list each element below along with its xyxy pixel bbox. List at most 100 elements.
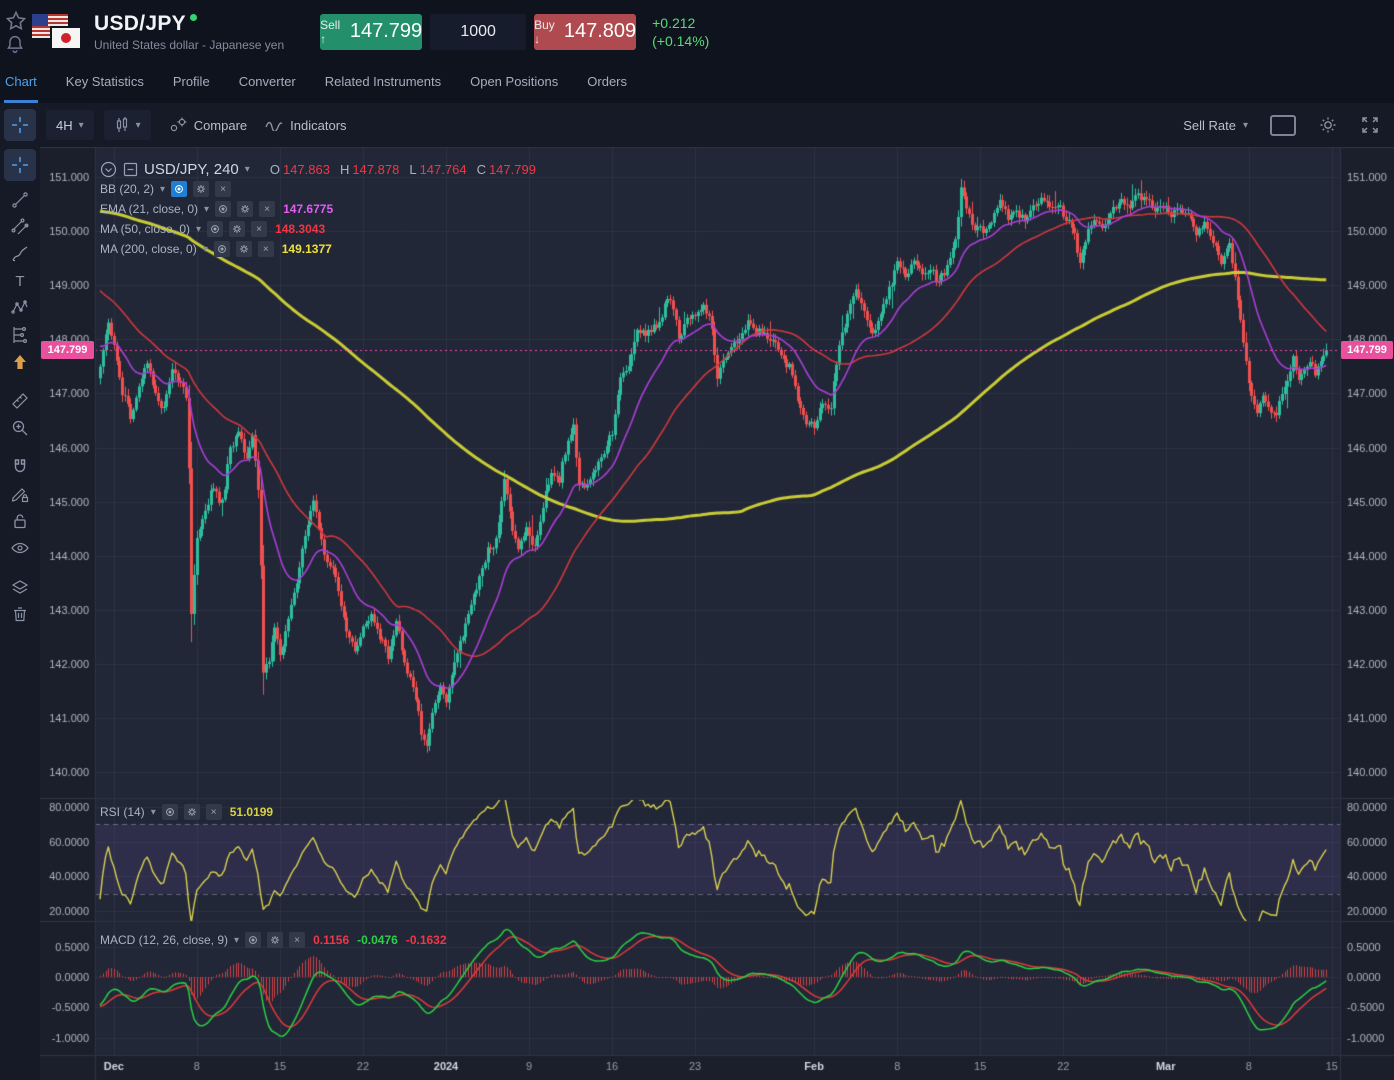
macd-hist-value: 0.1156 <box>313 933 350 947</box>
visibility-eye-icon[interactable] <box>171 181 188 197</box>
visibility-eye-icon[interactable] <box>215 201 232 217</box>
indicator-row-ma200: MA (200, close, 0) ▾ × 149.1377 <box>100 241 332 257</box>
indicator-settings-gear-icon[interactable] <box>183 804 200 820</box>
lock-icon[interactable] <box>7 508 33 534</box>
interval-select[interactable]: 4H ▾ <box>46 110 94 140</box>
collapse-circle-icon[interactable] <box>100 161 117 178</box>
snapshot-icon[interactable] <box>1270 114 1296 136</box>
indicator-row-macd: MACD (12, 26, close, 9) ▾ × 0.1156 -0.04… <box>100 932 447 948</box>
chevron-down-icon[interactable]: ▾ <box>150 806 156 818</box>
trend-line-icon[interactable] <box>7 187 33 213</box>
rate-side-select[interactable]: Sell Rate ▾ <box>1183 117 1248 133</box>
rsi-value: 51.0199 <box>229 805 274 819</box>
tab-orders[interactable]: Orders <box>587 74 628 89</box>
ema-value: 147.6775 <box>283 202 334 216</box>
chevron-down-icon: ▾ <box>78 119 84 131</box>
trash-icon[interactable] <box>7 601 33 627</box>
parallel-channel-icon[interactable] <box>7 214 33 240</box>
remove-indicator-x-icon[interactable]: × <box>259 201 276 217</box>
indicators-wave-icon <box>265 119 283 131</box>
instrument-header: USD/JPY United States dollar - Japanese … <box>0 0 1394 63</box>
indicators-button[interactable]: Indicators <box>265 118 347 133</box>
chevron-down-icon[interactable]: ▾ <box>244 163 250 175</box>
rsi-legend: RSI (14) ▾ × 51.0199 <box>100 802 273 822</box>
indicator-row-ema: EMA (21, close, 0) ▾ × 147.6775 <box>100 201 334 217</box>
japan-flag-icon <box>50 25 82 50</box>
drawing-toolbar: T <box>0 147 40 1080</box>
brush-icon[interactable] <box>7 241 33 267</box>
indicator-row-ma50: MA (50, close, 0) ▾ × 148.3043 <box>100 221 326 237</box>
text-tool-icon[interactable]: T <box>15 272 25 290</box>
remove-indicator-x-icon[interactable]: × <box>215 181 232 197</box>
eye-icon[interactable] <box>7 535 33 561</box>
indicator-settings-gear-icon[interactable] <box>237 201 254 217</box>
buy-button[interactable]: Buy ↓ 147.809 <box>534 13 637 50</box>
xabcd-pattern-icon[interactable] <box>7 295 33 321</box>
tab-chart[interactable]: Chart <box>4 63 38 103</box>
indicator-settings-gear-icon[interactable] <box>267 932 284 948</box>
symbol-subtitle: United States dollar - Japanese yen <box>94 37 285 52</box>
buy-price: 147.809 <box>563 20 637 42</box>
tab-open-positions[interactable]: Open Positions <box>470 74 559 89</box>
main-pane-legend: USD/JPY, 240 ▾ O 147.863 H 147.878 L 147.76… <box>100 159 536 259</box>
buy-arrow-icon: ↓ <box>534 31 541 46</box>
alert-bell-icon[interactable] <box>4 33 28 55</box>
tab-key-statistics[interactable]: Key Statistics <box>65 74 144 89</box>
chevron-down-icon[interactable]: ▾ <box>204 203 210 215</box>
visibility-eye-icon[interactable] <box>245 932 262 948</box>
macd-legend: MACD (12, 26, close, 9) ▾ × 0.1156 -0.04… <box>100 930 447 950</box>
chart-toolbar: 4H ▾ ▾ Compare Indicators Sell Rate ▾ <box>0 103 1394 147</box>
remove-indicator-x-icon[interactable]: × <box>257 241 274 257</box>
minimize-square-icon[interactable] <box>123 162 138 177</box>
daily-change: +0.212 (+0.14%) <box>652 14 710 49</box>
remove-indicator-x-icon[interactable]: × <box>289 932 306 948</box>
macd-signal-value: -0.1632 <box>405 933 447 947</box>
sell-arrow-icon: ↑ <box>320 31 327 46</box>
crosshair-icon[interactable] <box>4 109 36 141</box>
visibility-eye-icon[interactable] <box>161 804 178 820</box>
symbol-legend-row: USD/JPY, 240 ▾ O 147.863 H 147.878 L 147.76… <box>100 159 536 179</box>
currency-pair-flags <box>32 12 84 52</box>
ohlc-values: O 147.863 H 147.878 L 147.764 C 147.799 <box>269 161 536 177</box>
indicator-row-rsi: RSI (14) ▾ × 51.0199 <box>100 804 274 820</box>
indicator-settings-gear-icon[interactable] <box>235 241 252 257</box>
indicator-settings-gear-icon[interactable] <box>229 221 246 237</box>
draw-lock-icon[interactable] <box>7 481 33 507</box>
current-price-tag-left: 147.799 <box>41 341 94 359</box>
tab-related-instruments[interactable]: Related Instruments <box>324 74 442 89</box>
ruler-icon[interactable] <box>7 388 33 414</box>
magnet-icon[interactable] <box>7 454 33 480</box>
zoom-in-icon[interactable] <box>7 415 33 441</box>
fullscreen-icon[interactable] <box>1360 115 1380 135</box>
indicator-settings-gear-icon[interactable] <box>193 181 210 197</box>
arrow-up-icon[interactable] <box>7 349 33 375</box>
favorite-star-icon[interactable] <box>4 9 28 33</box>
tab-profile[interactable]: Profile <box>172 74 210 89</box>
chevron-down-icon: ▾ <box>135 119 141 131</box>
chart-type-select[interactable]: ▾ <box>103 110 151 140</box>
chevron-down-icon[interactable]: ▾ <box>234 934 240 946</box>
settings-gear-icon[interactable] <box>1318 115 1338 135</box>
instrument-tabs: Chart Key Statistics Profile Converter R… <box>0 63 1394 103</box>
market-open-dot <box>189 13 197 21</box>
chevron-down-icon[interactable]: ▾ <box>202 243 208 255</box>
remove-indicator-x-icon[interactable]: × <box>205 804 222 820</box>
tab-converter[interactable]: Converter <box>238 74 296 89</box>
candlestick-icon <box>114 116 130 134</box>
compare-button[interactable]: Compare <box>169 117 247 133</box>
sell-price: 147.799 <box>349 20 423 42</box>
forecast-icon[interactable] <box>7 322 33 348</box>
current-price-tag-right: 147.799 <box>1341 341 1393 359</box>
chevron-down-icon[interactable]: ▾ <box>160 183 166 195</box>
ma200-value: 149.1377 <box>281 242 332 256</box>
quantity-input[interactable]: 1000 <box>430 13 527 50</box>
sell-button[interactable]: Sell ↑ 147.799 <box>320 13 423 50</box>
legend-symbol-title[interactable]: USD/JPY, 240 <box>144 160 239 178</box>
visibility-eye-icon[interactable] <box>213 241 230 257</box>
chevron-down-icon[interactable]: ▾ <box>196 223 202 235</box>
visibility-eye-icon[interactable] <box>207 221 224 237</box>
remove-indicator-x-icon[interactable]: × <box>251 221 268 237</box>
layers-icon[interactable] <box>7 574 33 600</box>
crosshair-tool-icon[interactable] <box>4 149 36 181</box>
